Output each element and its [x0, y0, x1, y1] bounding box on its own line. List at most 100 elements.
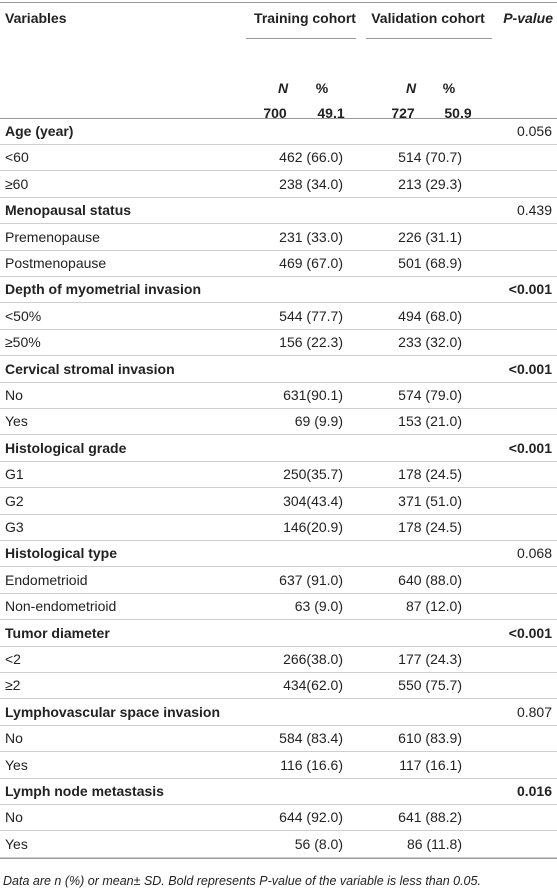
rule: [0, 857, 557, 859]
row-rule: [0, 672, 557, 673]
p-value: 0.068: [516, 545, 552, 562]
row-label: Yes: [5, 835, 28, 852]
row-rule: [0, 144, 557, 145]
training-value: 304(43.4): [283, 492, 343, 509]
validation-value: 213 (29.3): [398, 175, 462, 192]
col-header: Validation cohort: [371, 10, 485, 26]
row-label: Non-endometrioid: [5, 598, 117, 615]
validation-value: 550 (75.7): [398, 677, 462, 694]
rule: [0, 2, 557, 3]
training-value: 544 (77.7): [279, 307, 343, 324]
validation-value: 640 (88.0): [398, 571, 462, 588]
training-value: 469 (67.0): [279, 255, 343, 271]
row-rule: [0, 434, 557, 436]
training-value: 231 (33.0): [279, 228, 343, 245]
training-value: 250(35.7): [283, 466, 343, 483]
group-label: Tumor diameter: [5, 624, 110, 641]
row-rule: [0, 302, 557, 304]
p-value: 0.807: [516, 703, 552, 720]
row-rule: [0, 487, 557, 489]
group-label: Lymph node metastasis: [5, 783, 164, 799]
row-label: <2: [5, 651, 21, 667]
validation-value: 117 (16.1): [399, 756, 462, 773]
validation-value: 86 (11.8): [407, 835, 462, 852]
training-value: 637 (91.0): [279, 571, 343, 588]
row-rule: [0, 540, 557, 541]
row-rule: [0, 276, 557, 277]
row-label: ≥60: [5, 175, 29, 192]
validation-value: 153 (21.0): [398, 413, 462, 430]
row-label: Endometrioid: [5, 571, 88, 588]
row-rule: [0, 170, 557, 172]
sub-header: 50.9: [444, 105, 472, 121]
row-rule: [0, 328, 557, 330]
row-label: <60: [5, 149, 29, 166]
row-rule: [0, 513, 557, 515]
row-label: ≥2: [5, 677, 21, 694]
row-rule: [0, 698, 557, 700]
validation-value: 178 (24.5): [398, 466, 462, 483]
validation-value: 494 (68.0): [398, 307, 462, 324]
row-rule: [0, 592, 557, 594]
row-rule: [0, 830, 557, 832]
training-value: 156 (22.3): [279, 334, 343, 351]
row-rule: [0, 751, 557, 753]
row-rule: [0, 249, 557, 251]
p-value: <0.001: [508, 281, 552, 298]
row-label: No: [5, 809, 23, 826]
col-header: Training cohort: [254, 10, 356, 26]
validation-value: 87 (12.0): [405, 598, 462, 615]
group-label: Age (year): [5, 123, 74, 139]
row-label: Yes: [5, 756, 28, 773]
p-value: <0.001: [508, 360, 552, 377]
group-label: Histological grade: [5, 439, 127, 456]
validation-value: 574 (79.0): [398, 387, 462, 403]
group-label: Histological type: [5, 545, 118, 562]
validation-value: 177 (24.3): [398, 651, 462, 667]
row-label: Postmenopause: [5, 255, 107, 271]
row-rule: [0, 804, 557, 805]
group-label: Menopausal status: [5, 202, 132, 219]
sub-header: 49.1: [317, 105, 345, 121]
row-rule: [0, 381, 557, 383]
training-value: 644 (92.0): [279, 809, 343, 826]
rule: [366, 38, 492, 39]
training-value: 584 (83.4): [279, 730, 343, 747]
row-label: Premenopause: [5, 228, 100, 245]
p-value: 0.016: [516, 783, 552, 799]
training-value: 238 (34.0): [279, 175, 343, 192]
row-label: ≥50%: [5, 334, 41, 351]
sub-header: %: [442, 80, 456, 96]
training-value: 631(90.1): [283, 387, 343, 403]
training-value: 146(20.9): [283, 519, 343, 535]
row-rule: [0, 777, 557, 779]
rule: [0, 118, 557, 119]
validation-value: 610 (83.9): [398, 730, 462, 747]
group-label: Cervical stromal invasion: [5, 360, 175, 377]
training-value: 116 (16.6): [280, 756, 343, 773]
validation-value: 226 (31.1): [398, 228, 462, 245]
row-rule: [0, 460, 557, 462]
sub-header: N: [405, 80, 417, 96]
row-rule: [0, 223, 557, 225]
validation-value: 178 (24.5): [398, 519, 462, 535]
validation-value: 641 (88.2): [398, 809, 462, 826]
row-rule: [0, 566, 557, 568]
footnote: Data are n (%) or mean± SD. Bold represe…: [3, 874, 481, 888]
training-value: 266(38.0): [283, 651, 343, 667]
sub-header: 700: [263, 105, 287, 121]
training-value: 434(62.0): [283, 677, 343, 694]
validation-value: 371 (51.0): [398, 492, 462, 509]
validation-value: 501 (68.9): [398, 255, 462, 271]
row-rule: [0, 856, 557, 858]
col-header: Variables: [5, 10, 67, 26]
sub-header: %: [315, 80, 329, 96]
training-value: 63 (9.0): [294, 598, 343, 615]
p-value: 0.439: [516, 202, 552, 219]
row-label: <50%: [5, 307, 42, 324]
row-label: No: [5, 387, 23, 403]
training-value: 56 (8.0): [294, 835, 343, 852]
row-label: G2: [5, 492, 24, 509]
validation-value: 233 (32.0): [398, 334, 462, 351]
